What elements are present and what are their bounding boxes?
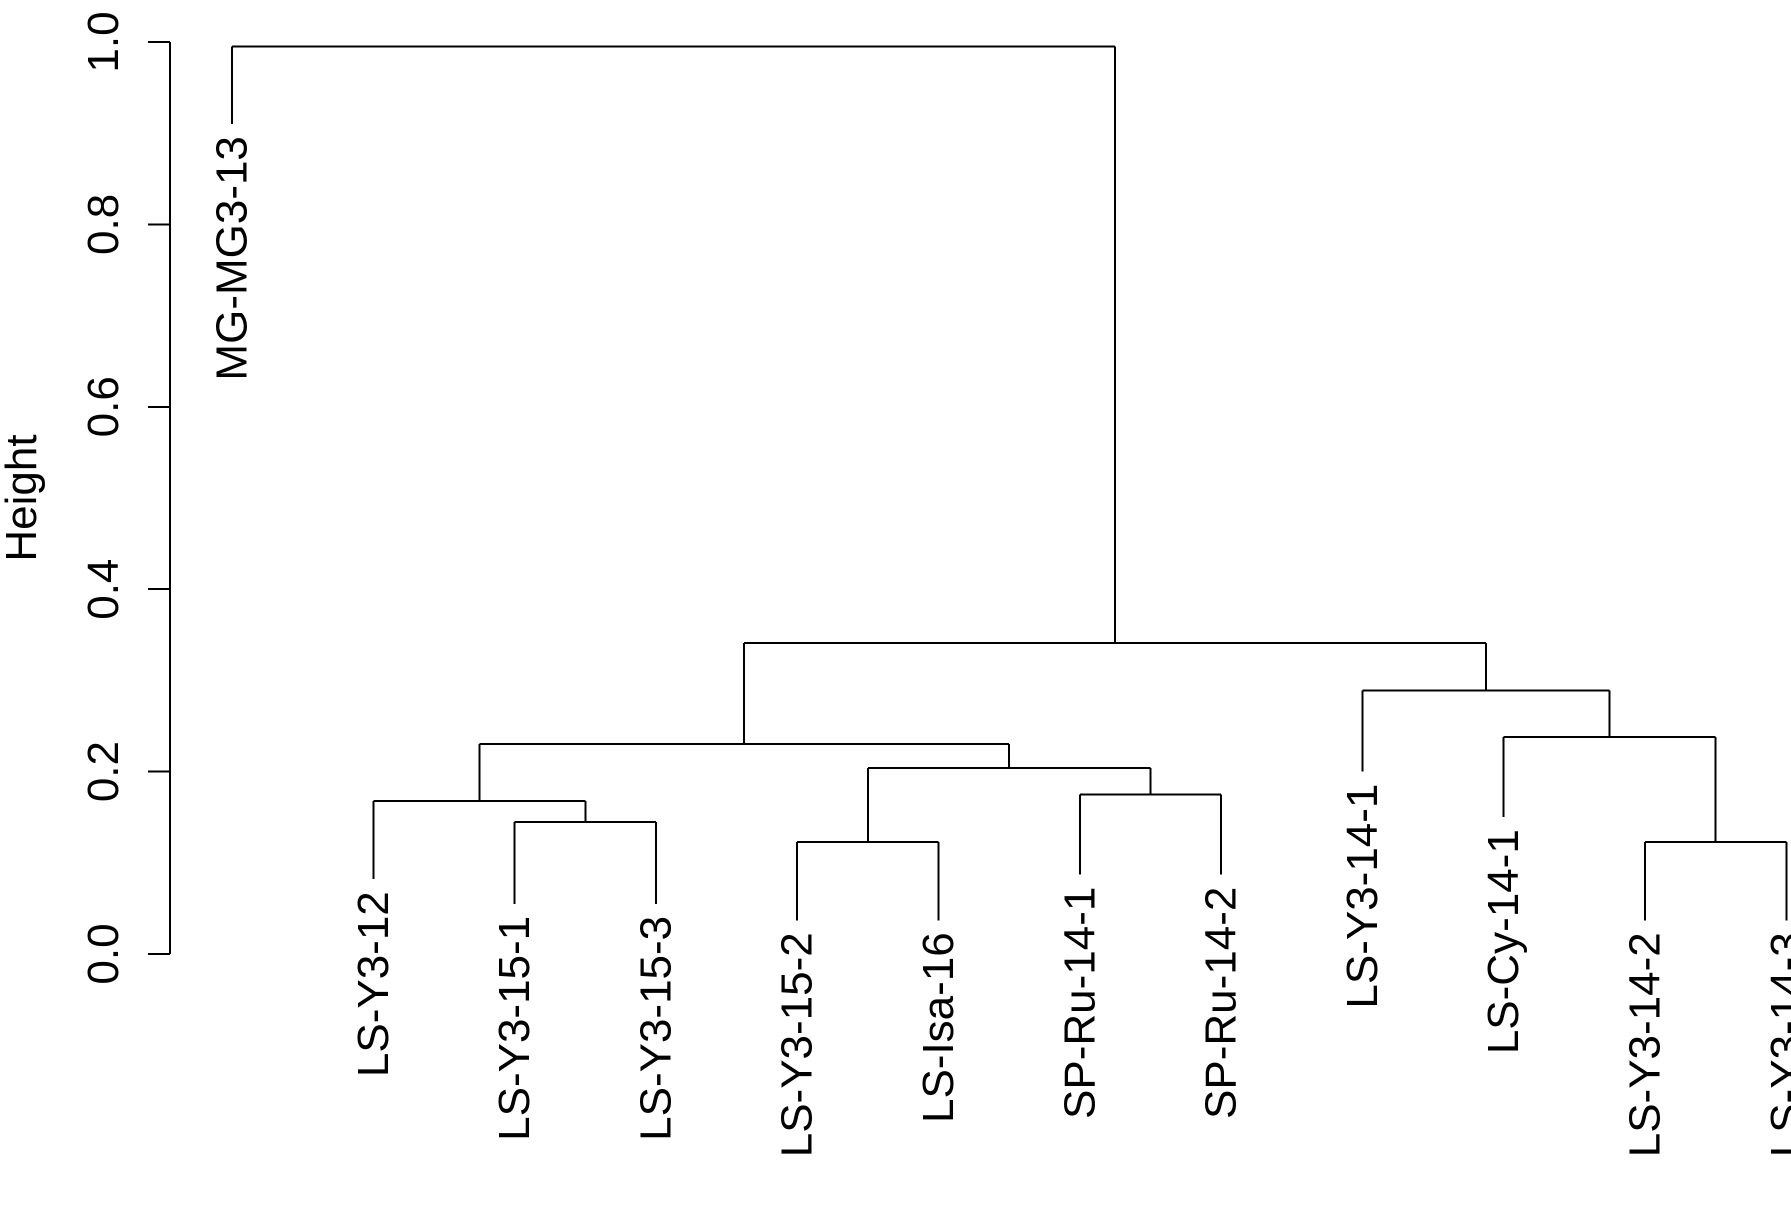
dendrogram-branches <box>231 45 1788 921</box>
leaf-label: LS-Y3-14-2 <box>1621 932 1670 1157</box>
leaf-labels: MG-MG3-13 LS-Y3-12 LS-Y3-15-1 LS-Y3-15-3 LS-… <box>208 136 1791 1157</box>
leaf-label: LS-Cy-14-1 <box>1479 829 1528 1054</box>
leaf-label: LS-Y3-15-2 <box>773 932 822 1157</box>
y-tick-label: 0.6 <box>79 376 128 437</box>
y-axis-title: Height <box>0 434 46 561</box>
leaf-label: LS-Isa-16 <box>914 932 963 1123</box>
leaf-label: SP-Ru-14-2 <box>1197 887 1246 1119</box>
leaf-label: LS-Y3-12 <box>349 891 398 1077</box>
leaf-label: LS-Y3-15-3 <box>631 916 680 1141</box>
y-tick-label: 0.2 <box>79 741 128 802</box>
y-tick-label: 0.0 <box>79 923 128 984</box>
leaf-label: LS-Y3-14-3 <box>1762 932 1791 1157</box>
y-tick-label: 1.0 <box>79 11 128 72</box>
y-ticks: 0.0 0.2 0.4 0.6 0.8 1.0 <box>79 11 170 985</box>
leaf-label: MG-MG3-13 <box>208 136 257 380</box>
y-tick-label: 0.4 <box>79 559 128 620</box>
leaf-label: SP-Ru-14-1 <box>1055 887 1104 1119</box>
leaf-label: LS-Y3-14-1 <box>1338 784 1387 1009</box>
y-tick-label: 0.8 <box>79 194 128 255</box>
leaf-label: LS-Y3-15-1 <box>490 916 539 1141</box>
